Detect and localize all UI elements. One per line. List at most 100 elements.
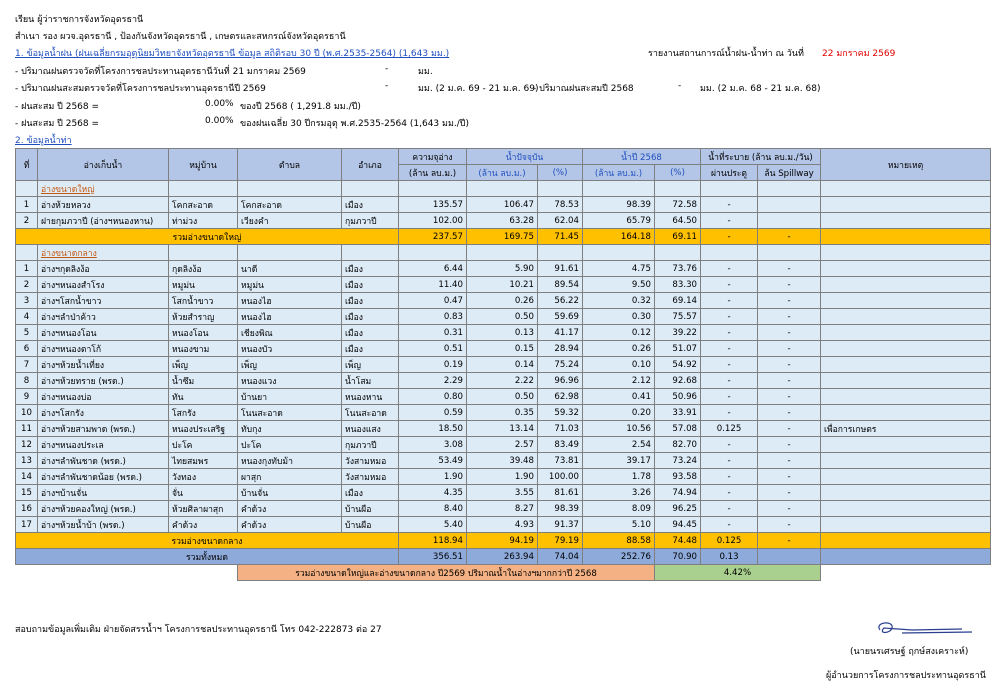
cell: - (757, 420, 822, 437)
report-label: รายงานสถานการณ์น้ำฝน-น้ำท่า ณ วันที่ (648, 49, 804, 59)
cell: เพ็ญ (341, 356, 399, 373)
cell: - (757, 356, 822, 373)
total-label: รวมอ่างขนาดใหญ่ (15, 228, 399, 245)
cell: หนองกุงทับม้า (237, 452, 342, 469)
cell: ห้วยสำราญ (168, 308, 238, 325)
group-row: อ่างขนาดใหญ่ (15, 180, 992, 197)
cell: 0.20 (582, 404, 655, 421)
cell: ปะโค (168, 436, 238, 453)
cell: - (757, 484, 822, 501)
cell (820, 372, 992, 389)
rain-text: - (678, 81, 682, 91)
cell: 74.04 (537, 548, 583, 565)
cell: โคกสะอาด (168, 196, 238, 213)
data-row: 14 อ่างฯลำพันชาดน้อย (พรด.) วังทอง ผาสุก วัง… (15, 468, 992, 485)
cell: 252.76 (582, 548, 655, 565)
cell: - (700, 404, 759, 421)
cell: 14 (15, 468, 38, 485)
cell: หนองโอน (168, 324, 238, 341)
cell: - (757, 372, 822, 389)
cell: 1.78 (582, 468, 655, 485)
cell: วังสามหมอ (341, 468, 399, 485)
cell: 39.48 (466, 452, 538, 469)
cell (820, 436, 992, 453)
signer-position: ผู้อำนวยการโครงการชลประทานอุดรธานี (826, 671, 986, 681)
cell: 41.17 (537, 324, 583, 341)
cell: 96.25 (653, 500, 702, 517)
cell: อ่างฯลำพันชาด (พรด.) (37, 452, 169, 469)
addressee: เรียน ผู้ว่าราชการจังหวัดอุดรธานี (15, 15, 144, 25)
cell: 237.57 (398, 228, 467, 245)
cell: น้ำโสม (341, 372, 399, 389)
cell: อ่างฯห้วยทราย (พรด.) (37, 372, 169, 389)
cell (820, 244, 992, 261)
cell (820, 548, 992, 565)
cell: 17 (15, 516, 38, 533)
cell: 0.15 (466, 340, 538, 357)
cell: เมือง (341, 340, 399, 357)
comparison-text: รวมอ่างขนาดใหญ่และอ่างขนาดกลาง ปี2569 ปร… (237, 564, 655, 581)
col-header: น้ำที่ระบาย (ล้าน ลบ.ม./วัน) (700, 148, 822, 165)
cell: จั่น (168, 484, 238, 501)
signer: (นายนรเศรษฐ์ ฤกษ์สงเคราะห์) (850, 647, 969, 657)
col-header: น้ำปัจจุบัน (466, 148, 583, 165)
cell: อ่างฯโสกรัง (37, 404, 169, 421)
cell: เชียงพิณ (237, 324, 342, 341)
col-header: หมายเหตุ (820, 148, 992, 181)
cell: ไทยสมพร (168, 452, 238, 469)
cell: 73.76 (653, 260, 702, 277)
cell: 5 (15, 324, 38, 341)
cell (757, 180, 822, 197)
cell: 2.12 (582, 372, 655, 389)
cell (820, 196, 992, 213)
data-row: 11 อ่างฯห้วยสามพาด (พรด.) หนองประเสริฐ ทับก… (15, 420, 992, 437)
cell (537, 244, 583, 261)
cell: 0.26 (466, 292, 538, 309)
cell: - (700, 260, 759, 277)
rain-text: ของปี 2568 ( 1,291.8 มม./ปี) (240, 102, 361, 112)
rain-text: - (385, 81, 389, 91)
cell: 0.26 (582, 340, 655, 357)
cell: - (700, 484, 759, 501)
cell: 11 (15, 420, 38, 437)
cell (757, 196, 822, 213)
cell (341, 244, 399, 261)
cell: 8.27 (466, 500, 538, 517)
cell: 3.55 (466, 484, 538, 501)
cell: หนองประเสริฐ (168, 420, 238, 437)
cell: 2.54 (582, 436, 655, 453)
data-row: 17 อ่างฯห้วยน้ำบ้า (พรด.) คำด้วง คำด้วง บ้าน… (15, 516, 992, 533)
cell (820, 308, 992, 325)
cell: 2 (15, 276, 38, 293)
cell (820, 468, 992, 485)
cell: เมือง (341, 308, 399, 325)
cell (820, 452, 992, 469)
cell (820, 180, 992, 197)
cell: 0.59 (398, 404, 467, 421)
cell: 59.32 (537, 404, 583, 421)
cell: 16 (15, 500, 38, 517)
cell: - (757, 292, 822, 309)
cell: โนนสะอาด (341, 404, 399, 421)
cell: 70.90 (653, 548, 702, 565)
grand-total-label: รวมทั้งหมด (15, 548, 399, 565)
cell: 0.14 (466, 356, 538, 373)
cell: 54.92 (653, 356, 702, 373)
cell: หนองไฮ (237, 292, 342, 309)
cell: - (700, 388, 759, 405)
cell (820, 228, 992, 245)
total-label: รวมอ่างขนาดกลาง (15, 532, 399, 549)
cell (398, 244, 467, 261)
rain-text: 0.00% (205, 99, 234, 109)
cell: 0.51 (398, 340, 467, 357)
cell: 33.91 (653, 404, 702, 421)
cell: - (700, 292, 759, 309)
cell: เมือง (341, 292, 399, 309)
cell: 0.13 (466, 324, 538, 341)
cell (820, 260, 992, 277)
contact: สอบถามข้อมูลเพิ่มเติม ฝ่ายจัดสรรน้ำฯ โคร… (15, 625, 382, 635)
cell: - (757, 324, 822, 341)
cell: 73.24 (653, 452, 702, 469)
cell (820, 388, 992, 405)
cell: - (700, 468, 759, 485)
